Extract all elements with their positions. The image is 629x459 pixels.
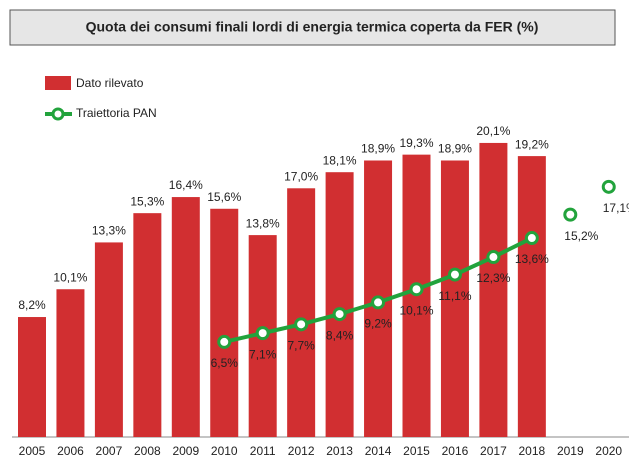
bar bbox=[210, 208, 239, 437]
line-marker bbox=[217, 334, 232, 349]
bar-value-label: 15,3% bbox=[130, 194, 164, 208]
bar bbox=[440, 160, 469, 438]
line-marker bbox=[563, 207, 578, 222]
bar-value-label: 18,9% bbox=[438, 142, 472, 156]
x-tick-label: 2010 bbox=[211, 444, 238, 458]
x-tick-label: 2012 bbox=[288, 444, 315, 458]
bar-value-label: 18,9% bbox=[361, 142, 395, 156]
bar-value-label: 8,2% bbox=[18, 298, 46, 312]
bar bbox=[56, 289, 85, 437]
bar bbox=[479, 142, 508, 437]
line-marker bbox=[371, 295, 386, 310]
bar-value-label: 19,2% bbox=[515, 137, 549, 151]
x-tick-label: 2015 bbox=[403, 444, 430, 458]
line-marker bbox=[524, 231, 539, 246]
line-value-label: 15,2% bbox=[564, 229, 598, 243]
line-value-label: 12,3% bbox=[476, 271, 510, 285]
bar bbox=[94, 242, 123, 437]
title-box bbox=[9, 9, 616, 46]
line-value-label: 9,2% bbox=[364, 317, 392, 331]
x-tick-label: 2013 bbox=[326, 444, 353, 458]
line-value-label: 7,7% bbox=[287, 339, 315, 353]
line-marker bbox=[447, 267, 462, 282]
bar bbox=[517, 156, 546, 437]
bar-value-label: 19,3% bbox=[399, 136, 433, 150]
line-marker bbox=[294, 317, 309, 332]
bar-value-label: 16,4% bbox=[169, 178, 203, 192]
bar-value-label: 17,0% bbox=[284, 169, 318, 183]
bar-value-label: 10,1% bbox=[53, 270, 87, 284]
x-tick-label: 2006 bbox=[57, 444, 84, 458]
bar-value-label: 13,8% bbox=[246, 216, 280, 230]
bar bbox=[171, 197, 200, 437]
x-tick-label: 2016 bbox=[442, 444, 469, 458]
x-tick-label: 2005 bbox=[19, 444, 46, 458]
bar-value-label: 20,1% bbox=[476, 124, 510, 138]
line-marker bbox=[486, 250, 501, 265]
bar-value-label: 18,1% bbox=[323, 153, 357, 167]
x-tick-label: 2020 bbox=[595, 444, 622, 458]
x-tick-label: 2019 bbox=[557, 444, 584, 458]
bar bbox=[325, 172, 354, 437]
line-value-label: 11,1% bbox=[438, 289, 471, 303]
legend-swatch bbox=[45, 76, 71, 90]
bar bbox=[133, 213, 162, 437]
line-marker bbox=[255, 326, 270, 341]
bar bbox=[287, 188, 316, 437]
x-tick-label: 2018 bbox=[518, 444, 545, 458]
chart-title: Quota dei consumi finali lordi di energi… bbox=[86, 19, 539, 35]
bar-value-label: 13,3% bbox=[92, 224, 126, 238]
line-value-label: 6,5% bbox=[211, 356, 239, 370]
line-value-label: 10,1% bbox=[399, 303, 433, 317]
x-tick-label: 2008 bbox=[134, 444, 161, 458]
line-marker bbox=[409, 282, 424, 297]
x-tick-label: 2007 bbox=[96, 444, 123, 458]
line-value-label: 13,6% bbox=[515, 252, 549, 266]
x-tick-label: 2014 bbox=[365, 444, 392, 458]
x-tick-label: 2011 bbox=[250, 444, 276, 458]
legend-marker bbox=[51, 107, 65, 121]
line-marker bbox=[601, 179, 616, 194]
bar-value-label: 15,6% bbox=[207, 190, 241, 204]
line-value-label: 17,1% bbox=[603, 201, 629, 215]
x-tick-label: 2017 bbox=[480, 444, 507, 458]
bar bbox=[18, 317, 46, 437]
legend-label: Traiettoria PAN bbox=[76, 106, 157, 120]
line-value-label: 7,1% bbox=[249, 347, 277, 361]
line-value-label: 8,4% bbox=[326, 328, 354, 342]
x-tick-label: 2009 bbox=[172, 444, 199, 458]
line-marker bbox=[332, 307, 347, 322]
legend-label: Dato rilevato bbox=[76, 76, 144, 90]
